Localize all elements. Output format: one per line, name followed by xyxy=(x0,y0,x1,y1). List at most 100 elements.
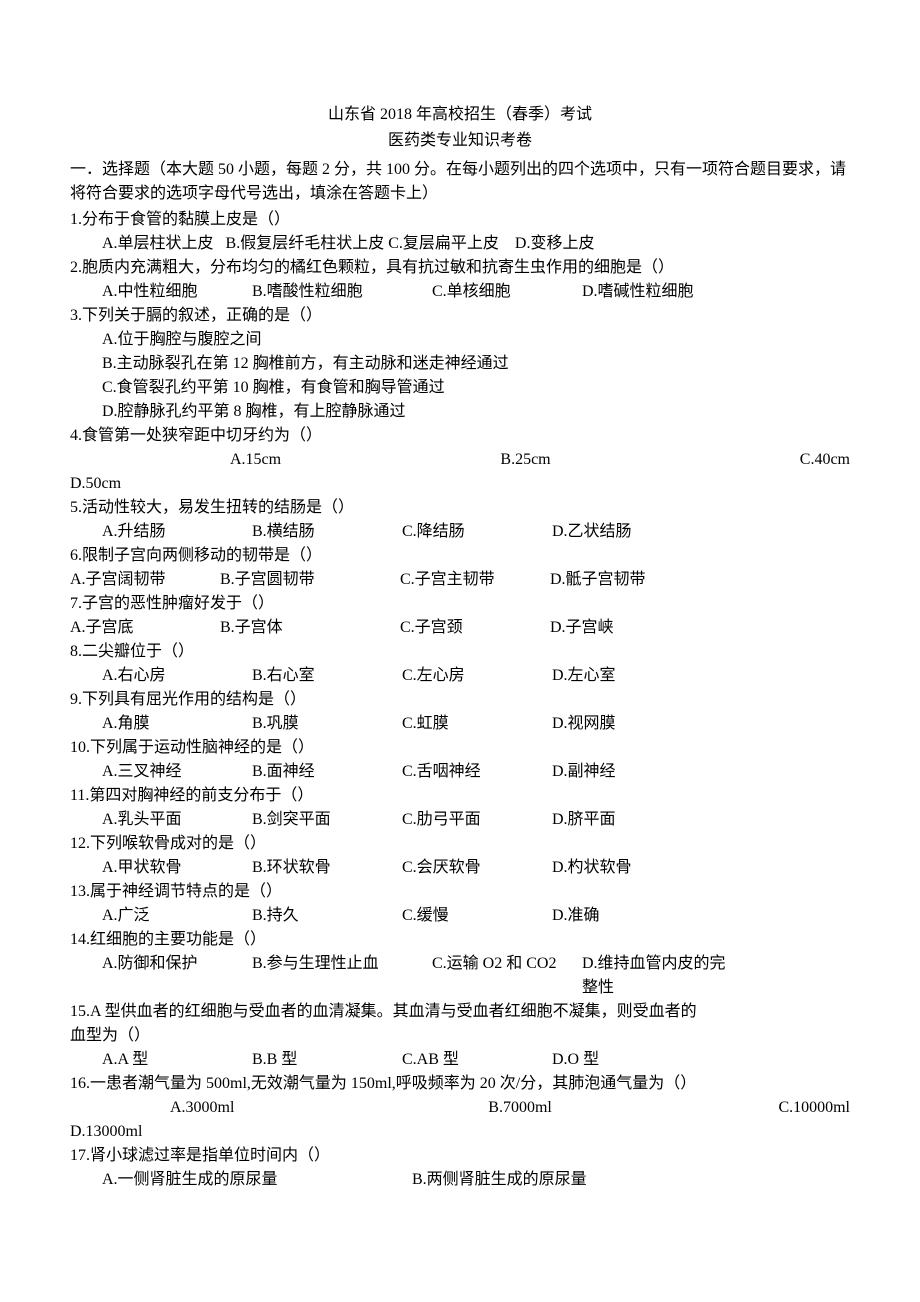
question-option: A.A 型 xyxy=(102,1048,252,1072)
question-option: D.视网膜 xyxy=(552,712,702,736)
question-text: 5.活动性较大，易发生扭转的结肠是（） xyxy=(70,496,850,520)
options-line: A.单层柱状上皮 B.假复层纤毛柱状上皮 C.复层扁平上皮 D.变移上皮 xyxy=(70,232,850,256)
options-line: A.防御和保护B.参与生理性止血C.运输 O2 和 CO2D.维持血管内皮的完整… xyxy=(70,952,850,1000)
question-option: C.左心房 xyxy=(402,664,552,688)
exam-subtitle: 医药类专业知识考卷 xyxy=(70,126,850,150)
options-line: A.升结肠B.横结肠C.降结肠D.乙状结肠 xyxy=(70,520,850,544)
options-line: A.三叉神经B.面神经C.舌咽神经D.副神经 xyxy=(70,760,850,784)
question-option: A.子宫底 xyxy=(70,616,220,640)
question-option: C.缓慢 xyxy=(402,904,552,928)
question-option: A.右心房 xyxy=(102,664,252,688)
question-option: C.食管裂孔约平第 10 胸椎，有食管和胸导管通过 xyxy=(70,376,850,400)
question-option: B.面神经 xyxy=(252,760,402,784)
options-line: A.右心房B.右心室C.左心房D.左心室 xyxy=(70,664,850,688)
question-option: B.横结肠 xyxy=(252,520,402,544)
question-option: A.甲状软骨 xyxy=(102,856,252,880)
options-line: A.15cmB.25cmC.40cm xyxy=(70,448,850,472)
question-option: C.10000ml xyxy=(778,1096,850,1120)
options-line: A.广泛B.持久C.缓慢D.准确 xyxy=(70,904,850,928)
question-text: 血型为（） xyxy=(70,1024,850,1048)
question-option: D.腔静脉孔约平第 8 胸椎，有上腔静脉通过 xyxy=(70,400,850,424)
question-text: 16.一患者潮气量为 500ml,无效潮气量为 150ml,呼吸频率为 20 次… xyxy=(70,1072,850,1096)
question-option: A.中性粒细胞 xyxy=(102,280,252,304)
question-text: 15.A 型供血者的红细胞与受血者的血清凝集。其血清与受血者红细胞不凝集，则受血… xyxy=(70,1000,850,1024)
question-text: 13.属于神经调节特点的是（） xyxy=(70,880,850,904)
question-option: D.13000ml xyxy=(70,1120,850,1144)
options-line: A.甲状软骨B.环状软骨C.会厌软骨D.杓状软骨 xyxy=(70,856,850,880)
question-option: B.子宫体 xyxy=(220,616,400,640)
question-option: B.7000ml xyxy=(488,1096,778,1120)
questions-container: 1.分布于食管的黏膜上皮是（）A.单层柱状上皮 B.假复层纤毛柱状上皮 C.复层… xyxy=(70,208,850,1192)
question-text: 8.二尖瓣位于（） xyxy=(70,640,850,664)
question-option: D.脐平面 xyxy=(552,808,702,832)
question-option: B.剑突平面 xyxy=(252,808,402,832)
question-option: A.升结肠 xyxy=(102,520,252,544)
question-option: D.子宫峡 xyxy=(550,616,700,640)
question-option: D.50cm xyxy=(70,472,850,496)
question-option: C.降结肠 xyxy=(402,520,552,544)
question-option: C.舌咽神经 xyxy=(402,760,552,784)
question-option: D.杓状软骨 xyxy=(552,856,702,880)
options-line: A.乳头平面B.剑突平面C.肋弓平面D.脐平面 xyxy=(70,808,850,832)
question-option: D.副神经 xyxy=(552,760,702,784)
question-option: B.B 型 xyxy=(252,1048,402,1072)
question-option: C.子宫主韧带 xyxy=(400,568,550,592)
question-text: 14.红细胞的主要功能是（） xyxy=(70,928,850,952)
question-option: D.左心室 xyxy=(552,664,702,688)
question-option: B.子宫圆韧带 xyxy=(220,568,400,592)
question-option: A.角膜 xyxy=(102,712,252,736)
question-option: D.O 型 xyxy=(552,1048,702,1072)
question-option: B.两侧肾脏生成的原尿量 xyxy=(412,1168,587,1192)
question-option: A.乳头平面 xyxy=(102,808,252,832)
question-option: C.AB 型 xyxy=(402,1048,552,1072)
question-option: C.肋弓平面 xyxy=(402,808,552,832)
question-option: B.环状软骨 xyxy=(252,856,402,880)
question-option: B.持久 xyxy=(252,904,402,928)
question-text: 6.限制子宫向两侧移动的韧带是（） xyxy=(70,544,850,568)
question-text: 7.子宫的恶性肿瘤好发于（） xyxy=(70,592,850,616)
question-option: A.3000ml xyxy=(170,1096,488,1120)
question-text: 17.肾小球滤过率是指单位时间内（） xyxy=(70,1144,850,1168)
question-text: 3.下列关于膈的叙述，正确的是（） xyxy=(70,304,850,328)
question-text: 11.第四对胸神经的前支分布于（） xyxy=(70,784,850,808)
options-line: A.中性粒细胞B.嗜酸性粒细胞C.单核细胞D.嗜碱性粒细胞 xyxy=(70,280,850,304)
question-option: C.单核细胞 xyxy=(432,280,582,304)
exam-title: 山东省 2018 年高校招生（春季）考试 xyxy=(70,100,850,124)
question-option: C.子宫颈 xyxy=(400,616,550,640)
question-option: D.骶子宫韧带 xyxy=(550,568,700,592)
question-option: C.运输 O2 和 CO2 xyxy=(432,952,582,1000)
question-option: A.一侧肾脏生成的原尿量 xyxy=(102,1168,412,1192)
question-option: B.嗜酸性粒细胞 xyxy=(252,280,432,304)
question-text: 12.下列喉软骨成对的是（） xyxy=(70,832,850,856)
question-option: D.嗜碱性粒细胞 xyxy=(582,280,732,304)
options-line: A.子宫底B.子宫体C.子宫颈D.子宫峡 xyxy=(70,616,850,640)
question-option: C.虹膜 xyxy=(402,712,552,736)
question-text: 9.下列具有屈光作用的结构是（） xyxy=(70,688,850,712)
question-text: 10.下列属于运动性脑神经的是（） xyxy=(70,736,850,760)
options-line: A.角膜B.巩膜C.虹膜D.视网膜 xyxy=(70,712,850,736)
question-option: B.右心室 xyxy=(252,664,402,688)
question-option: B.主动脉裂孔在第 12 胸椎前方，有主动脉和迷走神经通过 xyxy=(70,352,850,376)
question-option: A.位于胸腔与腹腔之间 xyxy=(70,328,850,352)
question-option: A.广泛 xyxy=(102,904,252,928)
section-instructions: 一．选择题（本大题 50 小题，每题 2 分，共 100 分。在每小题列出的四个… xyxy=(70,158,850,206)
question-option: B.参与生理性止血 xyxy=(252,952,432,1000)
question-options: A.单层柱状上皮 B.假复层纤毛柱状上皮 C.复层扁平上皮 D.变移上皮 xyxy=(102,232,594,256)
options-line: A.子宫阔韧带B.子宫圆韧带C.子宫主韧带D.骶子宫韧带 xyxy=(70,568,850,592)
question-option: D.维持血管内皮的完整性 xyxy=(582,952,732,1000)
question-option: A.15cm xyxy=(230,448,500,472)
question-option: A.防御和保护 xyxy=(102,952,252,1000)
options-line: A.一侧肾脏生成的原尿量B.两侧肾脏生成的原尿量 xyxy=(70,1168,850,1192)
question-text: 2.胞质内充满粗大，分布均匀的橘红色颗粒，具有抗过敏和抗寄生虫作用的细胞是（） xyxy=(70,256,850,280)
options-line: A.A 型B.B 型C.AB 型D.O 型 xyxy=(70,1048,850,1072)
question-option: C.40cm xyxy=(800,448,850,472)
question-text: 1.分布于食管的黏膜上皮是（） xyxy=(70,208,850,232)
question-text: 4.食管第一处狭窄距中切牙约为（） xyxy=(70,424,850,448)
question-option: C.会厌软骨 xyxy=(402,856,552,880)
question-option: B.巩膜 xyxy=(252,712,402,736)
question-option: D.乙状结肠 xyxy=(552,520,702,544)
question-option: B.25cm xyxy=(500,448,799,472)
question-option: D.准确 xyxy=(552,904,702,928)
question-option: A.子宫阔韧带 xyxy=(70,568,220,592)
question-option: A.三叉神经 xyxy=(102,760,252,784)
